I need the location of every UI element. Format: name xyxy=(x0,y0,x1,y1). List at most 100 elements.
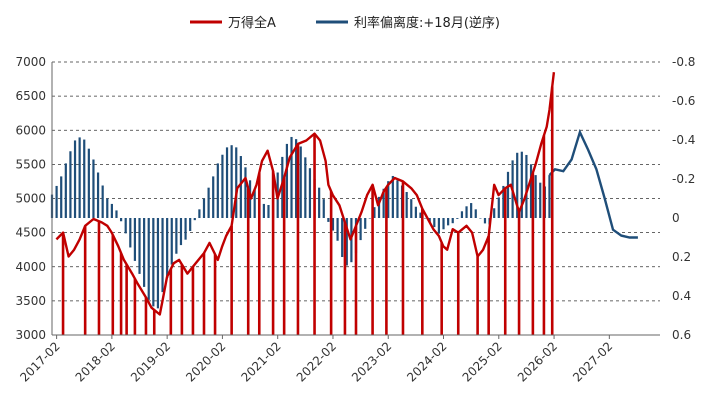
y-right-tick-label: 0.6 xyxy=(672,328,691,342)
blue-forecast-line xyxy=(548,128,638,239)
blue-bar xyxy=(341,218,344,257)
blue-bar xyxy=(382,188,385,218)
blue-bar xyxy=(493,208,496,218)
blue-bar xyxy=(156,218,160,309)
blue-bar xyxy=(225,147,229,218)
blue-bar xyxy=(359,218,362,241)
x-tick-label: 2018-02 xyxy=(73,339,118,384)
blue-bar xyxy=(96,172,100,218)
blue-bar xyxy=(433,218,436,228)
blue-bar xyxy=(64,163,67,218)
blue-bar xyxy=(419,212,422,218)
y-right-tick-label: 0.4 xyxy=(672,289,691,303)
blue-bar xyxy=(529,164,533,218)
y-left-tick-label: 7000 xyxy=(15,55,46,69)
blue-bar xyxy=(207,187,210,218)
blue-bar xyxy=(534,175,537,218)
blue-bar xyxy=(423,218,427,219)
blue-bar xyxy=(129,218,132,248)
blue-bar xyxy=(451,218,454,224)
x-tick-label: 2025-02 xyxy=(460,339,505,384)
blue-bar xyxy=(106,198,109,218)
blue-bar xyxy=(110,203,113,218)
blue-bar xyxy=(170,218,173,265)
blue-bar xyxy=(92,159,95,218)
blue-bar xyxy=(373,207,376,218)
blue-bar xyxy=(152,218,155,307)
blue-bar xyxy=(161,218,164,293)
y-left-tick-label: 6000 xyxy=(15,123,46,137)
blue-bar xyxy=(285,143,289,218)
blue-bar xyxy=(290,136,293,218)
blue-bar xyxy=(497,197,500,218)
x-tick-label: 2026-02 xyxy=(515,339,560,384)
legend: 万得全A 利率偏离度:+18月(逆序) xyxy=(190,15,500,31)
blue-bar xyxy=(437,218,441,234)
y-left-tick-label: 4500 xyxy=(15,226,46,240)
blue-bar xyxy=(387,181,390,218)
y-left-tick-label: 3000 xyxy=(15,328,46,342)
y-right-tick-label: 0 xyxy=(672,211,680,225)
y-left-tick-label: 5000 xyxy=(15,192,46,206)
blue-bar xyxy=(364,218,367,229)
blue-bar xyxy=(60,176,63,218)
blue-bar xyxy=(198,209,201,218)
x-tick-label: 2024-02 xyxy=(404,339,449,384)
blue-bar xyxy=(184,218,187,240)
blue-bar xyxy=(244,167,247,218)
blue-bar xyxy=(101,185,104,218)
red-spikes xyxy=(61,86,554,335)
blue-bar xyxy=(69,151,72,218)
y-left-tick-label: 4000 xyxy=(15,260,46,274)
blue-bar xyxy=(239,156,242,218)
blue-bar xyxy=(193,218,196,221)
blue-bar xyxy=(336,218,339,241)
blue-bar xyxy=(133,218,137,261)
blue-bar xyxy=(474,209,477,218)
y-left-tick-label: 5500 xyxy=(15,157,46,171)
blue-bar xyxy=(166,218,169,279)
blue-bar xyxy=(525,154,528,218)
blue-bar xyxy=(143,218,146,287)
blue-bar xyxy=(520,151,523,218)
blue-bar xyxy=(396,180,399,218)
blue-bar xyxy=(147,218,150,300)
blue-bar xyxy=(442,218,445,230)
blue-bar xyxy=(502,185,505,218)
blue-bar xyxy=(189,218,192,231)
blue-bar xyxy=(410,199,413,218)
blue-bar xyxy=(55,185,58,218)
x-tick-label: 2021-02 xyxy=(238,339,283,384)
blue-bar xyxy=(345,218,348,266)
blue-bar xyxy=(516,152,519,218)
legend-label-0: 万得全A xyxy=(228,15,276,31)
y-left-tick-label: 6500 xyxy=(15,89,46,103)
blue-bar xyxy=(262,203,265,218)
blue-bar xyxy=(230,145,233,218)
blue-bar xyxy=(322,199,325,218)
blue-bar xyxy=(308,168,312,218)
blue-bar xyxy=(295,139,298,218)
legend-label-1: 利率偏离度:+18月(逆序) xyxy=(354,15,500,31)
blue-bar xyxy=(331,218,335,231)
blue-bar xyxy=(456,218,459,219)
series-layer xyxy=(50,72,638,335)
blue-bar xyxy=(318,187,321,218)
blue-bar xyxy=(299,146,302,218)
y-left-tick-label: 3500 xyxy=(15,294,46,308)
red-line-wind-a xyxy=(55,72,556,316)
blue-bar xyxy=(539,182,542,218)
blue-bar xyxy=(115,210,118,218)
blue-bar xyxy=(447,218,450,226)
blue-bar xyxy=(83,139,86,218)
blue-bar xyxy=(212,176,215,218)
blue-bar xyxy=(377,196,381,218)
blue-bar xyxy=(465,206,468,218)
blue-bar xyxy=(548,175,551,218)
blue-bar xyxy=(470,203,473,218)
blue-bar xyxy=(483,218,487,224)
blue-bar xyxy=(405,192,408,218)
x-tick-label: 2023-02 xyxy=(349,339,394,384)
y-right-tick-label: -0.6 xyxy=(672,94,695,108)
